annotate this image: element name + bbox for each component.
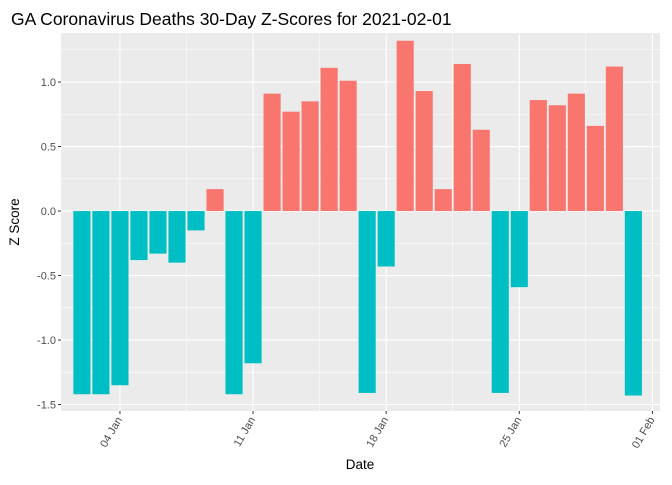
x-tick-label: 18 Jan xyxy=(364,415,391,450)
bar xyxy=(396,40,414,212)
bar xyxy=(510,211,528,288)
bar xyxy=(263,93,281,212)
bar xyxy=(92,211,110,395)
x-tick-label: 11 Jan xyxy=(232,415,259,449)
bar xyxy=(339,80,357,212)
bar xyxy=(149,211,167,254)
chart-title: GA Coronavirus Deaths 30-Day Z-Scores fo… xyxy=(11,9,452,29)
bar xyxy=(377,211,395,267)
y-tick-label: -1.5 xyxy=(37,400,56,412)
bar xyxy=(301,101,319,212)
x-tick-label: 01 Feb xyxy=(630,415,658,451)
x-axis-title: Date xyxy=(346,457,375,472)
bar xyxy=(415,91,433,212)
bar xyxy=(206,189,224,212)
bar xyxy=(358,211,376,393)
bars xyxy=(73,40,642,396)
bar xyxy=(187,211,205,231)
bar xyxy=(168,211,186,263)
y-tick-label: 0.0 xyxy=(41,206,56,218)
bar xyxy=(548,105,566,212)
bar xyxy=(282,111,300,212)
bar xyxy=(586,125,604,212)
y-tick-label: 1.0 xyxy=(41,77,56,89)
y-tick-label: 0.5 xyxy=(41,142,56,154)
bar xyxy=(244,211,262,364)
x-axis: 04 Jan 11 Jan 18 Jan 25 Jan 01 Feb xyxy=(98,411,658,451)
bar xyxy=(320,67,338,212)
bar xyxy=(453,63,471,212)
bar xyxy=(434,189,452,212)
y-axis: -1.5 -1.0 -0.5 0.0 0.5 1.0 xyxy=(37,77,61,412)
bar xyxy=(472,129,490,212)
bar xyxy=(111,211,129,386)
x-tick-label: 25 Jan xyxy=(497,415,524,450)
y-axis-title: Z Score xyxy=(7,198,22,245)
bar xyxy=(529,100,547,212)
bar xyxy=(130,211,148,261)
y-tick-label: -1.0 xyxy=(37,335,56,347)
x-tick-label: 04 Jan xyxy=(98,415,125,450)
bar xyxy=(491,211,509,393)
bar xyxy=(605,66,623,212)
bar xyxy=(73,211,91,395)
y-tick-label: -0.5 xyxy=(37,271,56,283)
bar xyxy=(225,211,243,395)
bar xyxy=(567,93,585,212)
bar xyxy=(624,211,642,396)
